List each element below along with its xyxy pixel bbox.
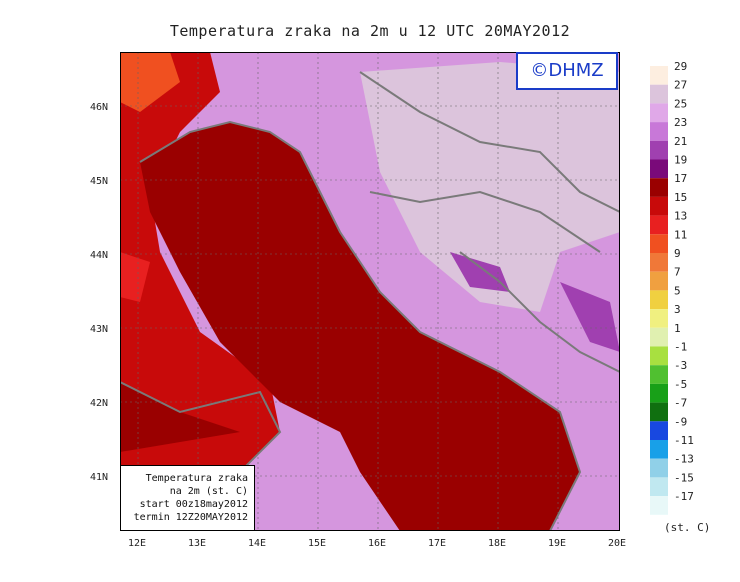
italy-hot-patch-2 (120, 252, 150, 302)
temperature-map (120, 52, 620, 531)
lon-label: 15E (308, 538, 326, 549)
lon-label: 17E (428, 538, 446, 549)
map-frame (120, 52, 620, 531)
colorbar-swatch (650, 421, 668, 440)
colorbar-label: -13 (674, 453, 694, 466)
adriatic-sea (140, 122, 580, 531)
colorbar-label: 17 (674, 172, 687, 185)
colorbar-swatch (650, 327, 668, 347)
colorbar-label: 5 (674, 284, 681, 297)
lon-label: 16E (368, 538, 386, 549)
colorbar-swatch (650, 496, 668, 515)
colorbar-swatch (650, 271, 668, 291)
colorbar-swatch (650, 383, 668, 403)
colorbar-label: -3 (674, 359, 687, 372)
border-line-2 (369, 190, 601, 253)
border-line-3 (459, 251, 620, 373)
colorbar-label: 23 (674, 116, 687, 129)
colorbar-label: -5 (674, 378, 687, 391)
colorbar-swatch (650, 84, 668, 104)
inland-light-zone (360, 62, 620, 312)
colorbar-swatch (650, 103, 668, 123)
colorbar-swatch (650, 196, 668, 216)
lon-label: 13E (188, 538, 206, 549)
colorbar-label: -1 (674, 341, 687, 354)
colorbar-label: 7 (674, 266, 681, 279)
info-line: termin 12Z20MAY2012 (133, 512, 248, 523)
colorbar-label: 25 (674, 97, 687, 110)
info-box: Temperatura zraka na 2m (st. C) start 00… (120, 465, 255, 531)
colorbar-swatch (650, 178, 668, 197)
colorbar-swatch (650, 122, 668, 141)
colorbar-label: -17 (674, 490, 694, 503)
lon-label: 19E (548, 538, 566, 549)
dhmz-copyright-badge: ©DHMZ (516, 52, 618, 90)
border-line (359, 71, 620, 213)
latitude-labels: 46N 45N 44N 43N 42N 41N (90, 102, 108, 483)
colorbar-label: -11 (674, 434, 694, 447)
colorbar-swatch (650, 346, 668, 366)
south-sea (120, 382, 240, 452)
map-title: Temperatura zraka na 2m u 12 UTC 20MAY20… (169, 22, 571, 40)
colorbar-label: 1 (674, 322, 681, 335)
colorbar-swatch (650, 440, 668, 459)
colorbar-swatch (650, 477, 668, 497)
longitude-labels: 12E 13E 14E 15E 16E 17E 18E 19E 20E (128, 538, 626, 549)
info-line: Temperatura zraka (145, 473, 248, 484)
colorbar-swatch (650, 215, 668, 235)
colorbar-swatch (650, 365, 668, 384)
lon-label: 18E (488, 538, 506, 549)
colorbar-swatch (650, 234, 668, 253)
colorbar-unit: (st. C) (664, 521, 710, 534)
grid-lines (120, 52, 620, 531)
colorbar-swatch (650, 140, 668, 160)
colorbar-label: -7 (674, 397, 687, 410)
colorbar-swatch (650, 402, 668, 422)
colorbar-swatch (650, 290, 668, 310)
lat-label: 46N (90, 102, 108, 113)
lat-label: 43N (90, 324, 108, 335)
colorbar-label: 15 (674, 191, 687, 204)
colorbar-swatch (650, 66, 668, 85)
colorbar-label: 19 (674, 154, 687, 167)
colorbar-swatch (650, 159, 668, 179)
info-line: na 2m (st. C) (169, 486, 248, 497)
info-line: start 00z18may2012 (139, 499, 248, 510)
lon-label: 14E (248, 538, 266, 549)
temperature-colorbar: 29 27 25 23 21 19 17 15 13 11 9 7 5 3 1 -1 -3 -5 -7 -9 -11 -1… (650, 62, 710, 534)
colorbar-label: 27 (674, 79, 687, 92)
colorbar-label: -9 (674, 415, 687, 428)
colorbar-label: 13 (674, 210, 687, 223)
colorbar-swatch (650, 309, 668, 328)
lat-label: 42N (90, 398, 108, 409)
coastline (139, 120, 582, 531)
italy-hot-patch (120, 52, 180, 112)
colorbar-swatch (650, 458, 668, 478)
lon-label: 20E (608, 538, 626, 549)
inland-purple-patch (450, 252, 510, 292)
colorbar-label: 11 (674, 228, 687, 241)
lat-label: 44N (90, 250, 108, 261)
colorbar-label: -15 (674, 471, 694, 484)
colorbar-swatch (650, 253, 668, 272)
lon-label: 12E (128, 538, 146, 549)
inland-purple-patch-2 (560, 282, 620, 352)
lat-label: 45N (90, 176, 108, 187)
lat-label: 41N (90, 472, 108, 483)
colorbar-label: 29 (674, 62, 687, 73)
colorbar-label: 3 (674, 303, 681, 316)
colorbar-label: 9 (674, 247, 681, 260)
colorbar-label: 21 (674, 135, 687, 148)
